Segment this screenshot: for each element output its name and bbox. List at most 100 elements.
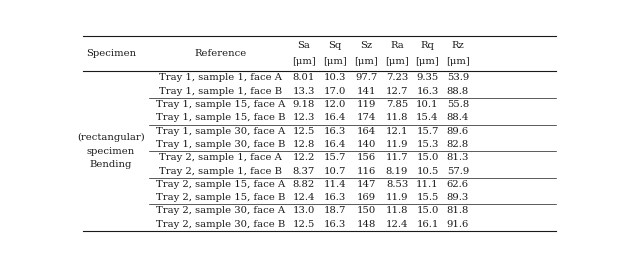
Text: 12.4: 12.4 xyxy=(386,220,408,229)
Text: 18.7: 18.7 xyxy=(324,206,346,215)
Text: 8.37: 8.37 xyxy=(293,167,315,176)
Text: 140: 140 xyxy=(356,140,376,149)
Text: 55.8: 55.8 xyxy=(447,100,469,109)
Text: 8.01: 8.01 xyxy=(293,73,315,82)
Text: 11.9: 11.9 xyxy=(386,140,408,149)
Text: 11.8: 11.8 xyxy=(386,113,408,122)
Text: 12.5: 12.5 xyxy=(293,127,315,136)
Text: 7.23: 7.23 xyxy=(386,73,408,82)
Text: 16.3: 16.3 xyxy=(324,193,346,202)
Text: [μm]: [μm] xyxy=(323,57,347,66)
Text: Tray 1, sample 15, face A: Tray 1, sample 15, face A xyxy=(156,100,285,109)
Text: Tray 1, sample 30, face B: Tray 1, sample 30, face B xyxy=(156,140,285,149)
Text: 12.0: 12.0 xyxy=(324,100,346,109)
Text: 53.9: 53.9 xyxy=(447,73,469,82)
Text: 12.7: 12.7 xyxy=(386,87,408,96)
Text: 147: 147 xyxy=(356,180,376,189)
Text: 12.4: 12.4 xyxy=(293,193,315,202)
Text: 8.53: 8.53 xyxy=(386,180,408,189)
Text: Bending: Bending xyxy=(90,161,132,169)
Text: 89.6: 89.6 xyxy=(447,127,469,136)
Text: 16.4: 16.4 xyxy=(324,113,346,122)
Text: [μm]: [μm] xyxy=(416,57,439,66)
Text: 16.3: 16.3 xyxy=(324,127,346,136)
Text: 13.3: 13.3 xyxy=(293,87,315,96)
Text: 9.35: 9.35 xyxy=(416,73,439,82)
Text: 15.7: 15.7 xyxy=(324,153,346,162)
Text: 11.4: 11.4 xyxy=(324,180,346,189)
Text: 7.85: 7.85 xyxy=(386,100,408,109)
Text: 9.18: 9.18 xyxy=(293,100,315,109)
Text: [μm]: [μm] xyxy=(292,57,316,66)
Text: Rz: Rz xyxy=(452,41,464,50)
Text: Tray 1, sample 1, face B: Tray 1, sample 1, face B xyxy=(159,87,282,96)
Text: [μm]: [μm] xyxy=(385,57,409,66)
Text: 10.3: 10.3 xyxy=(324,73,346,82)
Text: 8.19: 8.19 xyxy=(386,167,408,176)
Text: Rq: Rq xyxy=(421,41,434,50)
Text: 12.8: 12.8 xyxy=(293,140,315,149)
Text: 10.5: 10.5 xyxy=(416,167,439,176)
Text: 148: 148 xyxy=(356,220,376,229)
Text: 17.0: 17.0 xyxy=(324,87,346,96)
Text: 150: 150 xyxy=(356,206,376,215)
Text: 11.8: 11.8 xyxy=(386,206,408,215)
Text: 16.1: 16.1 xyxy=(416,220,439,229)
Text: 11.1: 11.1 xyxy=(416,180,439,189)
Text: 81.3: 81.3 xyxy=(447,153,469,162)
Text: Ra: Ra xyxy=(390,41,404,50)
Text: 82.8: 82.8 xyxy=(447,140,469,149)
Text: 16.4: 16.4 xyxy=(324,140,346,149)
Text: 88.4: 88.4 xyxy=(447,113,469,122)
Text: Tray 2, sample 1, face B: Tray 2, sample 1, face B xyxy=(159,167,282,176)
Text: 15.0: 15.0 xyxy=(416,206,439,215)
Text: Sq: Sq xyxy=(328,41,342,50)
Text: Tray 2, sample 1, face A: Tray 2, sample 1, face A xyxy=(159,153,282,162)
Text: Tray 1, sample 1, face A: Tray 1, sample 1, face A xyxy=(159,73,282,82)
Text: 16.3: 16.3 xyxy=(416,87,439,96)
Text: 164: 164 xyxy=(356,127,376,136)
Text: Sa: Sa xyxy=(297,41,310,50)
Text: 12.5: 12.5 xyxy=(293,220,315,229)
Text: Tray 2, sample 30, face A: Tray 2, sample 30, face A xyxy=(156,206,285,215)
Text: 11.9: 11.9 xyxy=(386,193,408,202)
Text: Specimen: Specimen xyxy=(85,49,136,58)
Text: 91.6: 91.6 xyxy=(447,220,469,229)
Text: 16.3: 16.3 xyxy=(324,220,346,229)
Text: 15.5: 15.5 xyxy=(416,193,439,202)
Text: 15.3: 15.3 xyxy=(416,140,439,149)
Text: 10.7: 10.7 xyxy=(324,167,346,176)
Text: 81.8: 81.8 xyxy=(447,206,469,215)
Text: 89.3: 89.3 xyxy=(447,193,469,202)
Text: 12.1: 12.1 xyxy=(386,127,408,136)
Text: 116: 116 xyxy=(356,167,376,176)
Text: [μm]: [μm] xyxy=(354,57,378,66)
Text: 11.7: 11.7 xyxy=(386,153,408,162)
Text: 119: 119 xyxy=(356,100,376,109)
Text: 13.0: 13.0 xyxy=(293,206,315,215)
Text: 10.1: 10.1 xyxy=(416,100,439,109)
Text: 156: 156 xyxy=(356,153,376,162)
Text: 15.0: 15.0 xyxy=(416,153,439,162)
Text: 15.7: 15.7 xyxy=(416,127,439,136)
Text: 57.9: 57.9 xyxy=(447,167,469,176)
Text: Tray 2, sample 15, face A: Tray 2, sample 15, face A xyxy=(156,180,285,189)
Text: 8.82: 8.82 xyxy=(293,180,315,189)
Text: 15.4: 15.4 xyxy=(416,113,439,122)
Text: Tray 1, sample 30, face A: Tray 1, sample 30, face A xyxy=(156,127,285,136)
Text: 12.2: 12.2 xyxy=(293,153,315,162)
Text: specimen: specimen xyxy=(87,147,135,155)
Text: 169: 169 xyxy=(356,193,376,202)
Text: [μm]: [μm] xyxy=(446,57,470,66)
Text: (rectangular): (rectangular) xyxy=(77,133,145,142)
Text: Sz: Sz xyxy=(360,41,372,50)
Text: Tray 2, sample 30, face B: Tray 2, sample 30, face B xyxy=(156,220,285,229)
Text: 12.3: 12.3 xyxy=(293,113,315,122)
Text: 97.7: 97.7 xyxy=(355,73,378,82)
Text: 141: 141 xyxy=(356,87,376,96)
Text: Tray 1, sample 15, face B: Tray 1, sample 15, face B xyxy=(156,113,285,122)
Text: 174: 174 xyxy=(356,113,376,122)
Text: Reference: Reference xyxy=(194,49,247,58)
Text: 88.8: 88.8 xyxy=(447,87,469,96)
Text: Tray 2, sample 15, face B: Tray 2, sample 15, face B xyxy=(156,193,285,202)
